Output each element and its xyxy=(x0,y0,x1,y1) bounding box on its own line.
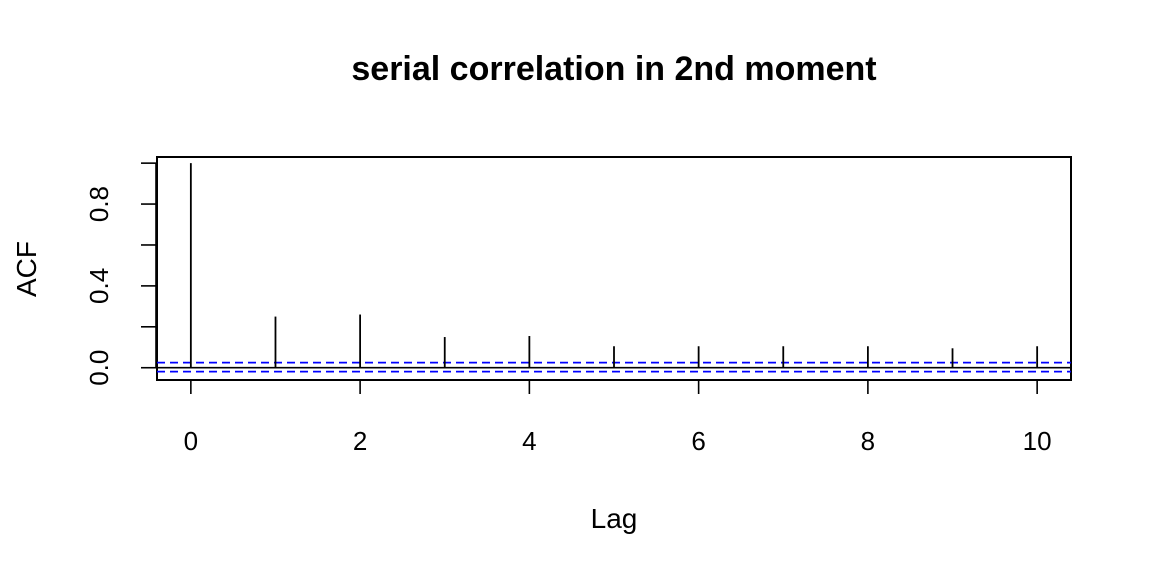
x-tick-label-4: 4 xyxy=(522,426,536,456)
x-tick-label-0: 0 xyxy=(184,426,198,456)
plot-area xyxy=(157,163,1071,373)
y-axis: 0.0 0.4 0.8 xyxy=(84,162,157,386)
x-tick-label-6: 6 xyxy=(691,426,705,456)
y-tick-label-0-4: 0.4 xyxy=(84,268,114,304)
x-tick-label-10: 10 xyxy=(1023,426,1052,456)
plot-frame xyxy=(156,156,1072,381)
x-axis-label: Lag xyxy=(591,503,638,534)
x-tick-label-2: 2 xyxy=(353,426,367,456)
y-tick-label-0: 0.0 xyxy=(84,350,114,386)
y-axis-label: ACF xyxy=(11,241,42,297)
chart-title: serial correlation in 2nd moment xyxy=(351,50,876,88)
x-axis: 0 2 4 6 8 10 xyxy=(184,380,1052,456)
x-tick-label-8: 8 xyxy=(861,426,875,456)
y-tick-label-0-8: 0.8 xyxy=(84,186,114,222)
